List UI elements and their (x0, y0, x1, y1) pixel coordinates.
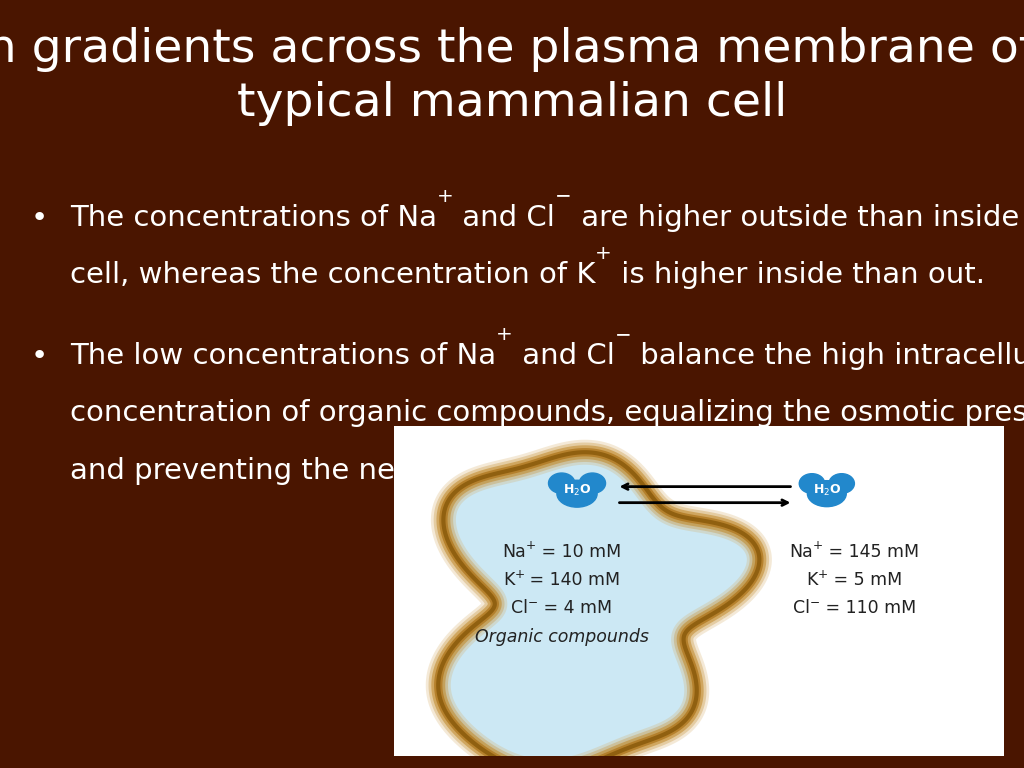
Text: and preventing the net influx of water.: and preventing the net influx of water. (70, 457, 633, 485)
Text: Cl: Cl (793, 599, 810, 617)
Text: H$_2$O: H$_2$O (563, 483, 591, 498)
Ellipse shape (549, 473, 574, 493)
Text: −: − (555, 187, 571, 206)
Text: K: K (503, 571, 514, 589)
Polygon shape (438, 452, 760, 768)
Text: = 10 mM: = 10 mM (537, 543, 622, 561)
Text: and Cl: and Cl (454, 204, 555, 231)
Text: = 145 mM: = 145 mM (823, 543, 920, 561)
Ellipse shape (800, 474, 824, 493)
Text: +: + (436, 187, 454, 206)
Text: −: − (810, 596, 819, 609)
Text: +: + (813, 539, 823, 552)
Text: cell, whereas the concentration of K: cell, whereas the concentration of K (70, 261, 595, 289)
Ellipse shape (557, 480, 597, 507)
Text: = 110 mM: = 110 mM (819, 599, 915, 617)
Text: and Cl: and Cl (512, 342, 614, 369)
Ellipse shape (807, 481, 846, 507)
Text: +: + (526, 539, 537, 552)
Text: Na: Na (502, 543, 526, 561)
Ellipse shape (580, 473, 605, 493)
Text: −: − (528, 596, 539, 609)
Text: H$_2$O: H$_2$O (813, 483, 841, 498)
Text: = 5 mM: = 5 mM (827, 571, 902, 589)
Text: are higher outside than inside the: are higher outside than inside the (571, 204, 1024, 231)
Text: •: • (31, 342, 48, 369)
Text: K: K (806, 571, 818, 589)
Text: +: + (496, 325, 512, 344)
Text: +: + (595, 244, 612, 263)
Text: concentration of organic compounds, equalizing the osmotic pressure: concentration of organic compounds, equa… (70, 399, 1024, 427)
Text: −: − (614, 325, 631, 344)
Text: Cl: Cl (511, 599, 528, 617)
Text: typical mammalian cell: typical mammalian cell (237, 81, 787, 126)
Ellipse shape (829, 474, 854, 493)
Text: is higher inside than out.: is higher inside than out. (612, 261, 985, 289)
Text: = 140 mM: = 140 mM (524, 571, 621, 589)
Text: +: + (514, 568, 524, 581)
Text: Organic compounds: Organic compounds (475, 627, 649, 646)
Text: Ion gradients across the plasma membrane of a: Ion gradients across the plasma membrane… (0, 27, 1024, 72)
Text: balance the high intracellular: balance the high intracellular (631, 342, 1024, 369)
FancyBboxPatch shape (394, 426, 1004, 756)
Text: = 4 mM: = 4 mM (539, 599, 612, 617)
Text: Na: Na (790, 543, 813, 561)
Text: •: • (31, 204, 48, 231)
Text: The low concentrations of Na: The low concentrations of Na (70, 342, 496, 369)
Text: The concentrations of Na: The concentrations of Na (70, 204, 436, 231)
Text: +: + (818, 568, 827, 581)
